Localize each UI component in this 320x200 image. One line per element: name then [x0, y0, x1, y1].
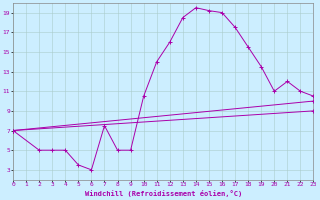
X-axis label: Windchill (Refroidissement éolien,°C): Windchill (Refroidissement éolien,°C)	[84, 190, 242, 197]
